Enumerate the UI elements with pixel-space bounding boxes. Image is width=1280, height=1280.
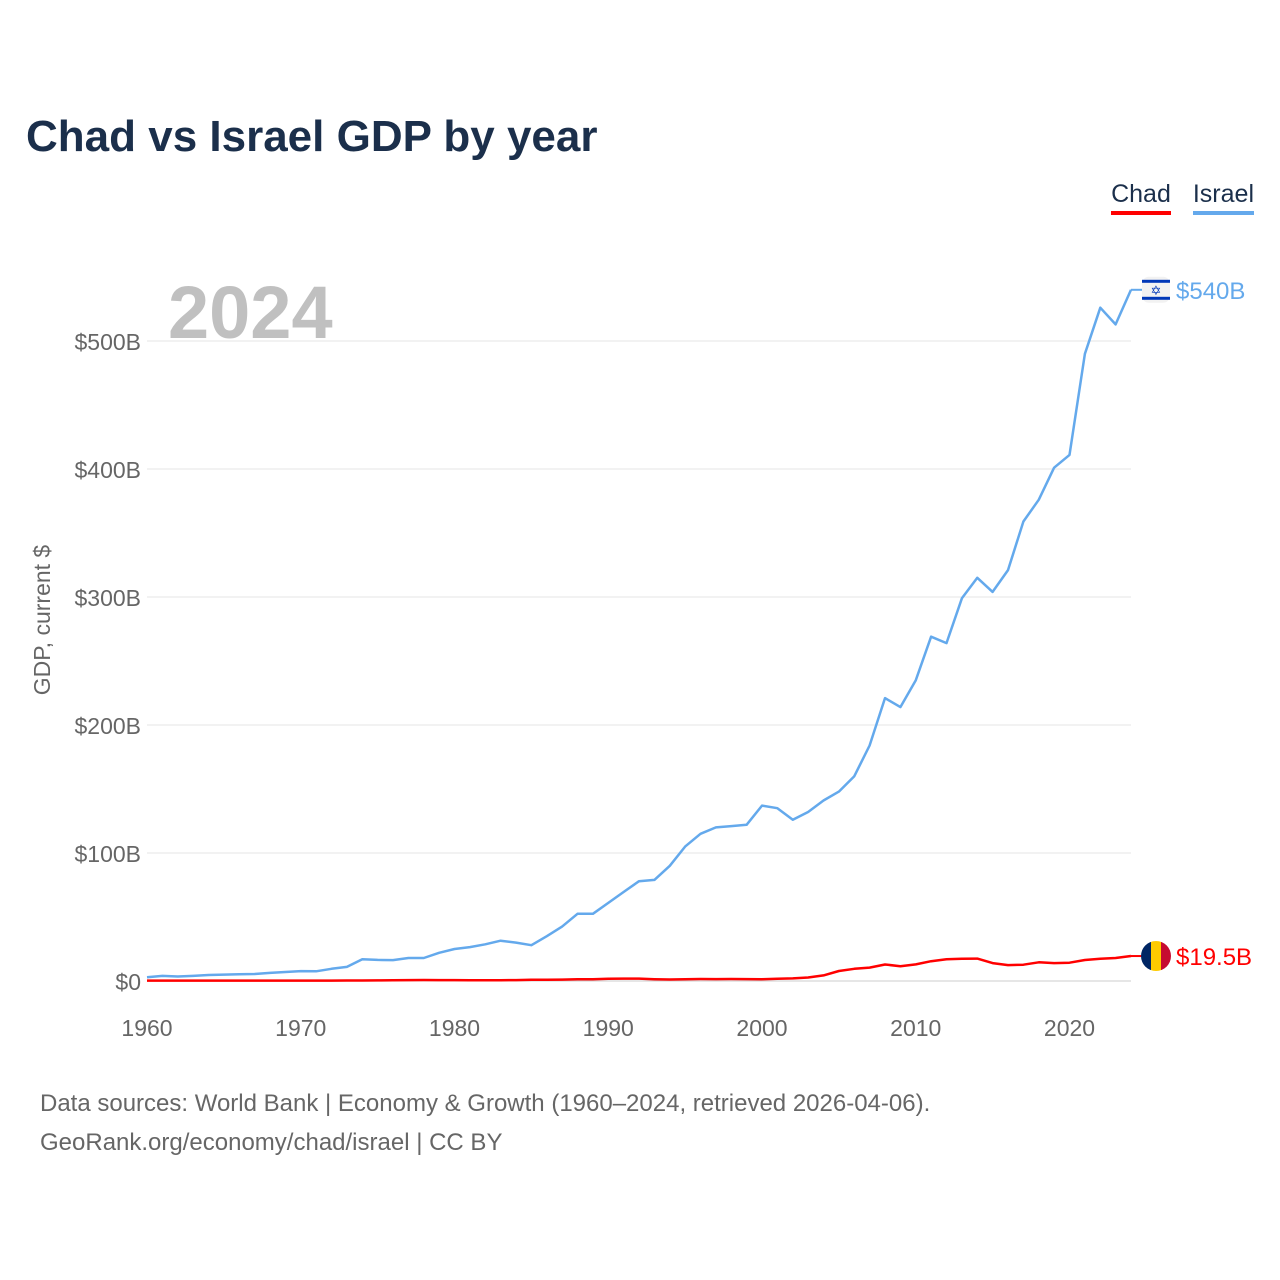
chad-flag-icon [1141,941,1171,972]
x-tick-label: 1980 [429,1015,480,1041]
legend: Chad Israel [1111,180,1254,215]
x-tick-label: 2000 [736,1015,787,1041]
y-axis-label: GDP, current $ [29,545,55,696]
series-line-israel [146,289,1133,979]
x-tick-label: 2020 [1044,1015,1095,1041]
source-note: Data sources: World Bank | Economy & Gro… [40,1084,930,1162]
source-line-1: Data sources: World Bank | Economy & Gro… [40,1090,931,1117]
year-watermark: 2024 [168,271,333,354]
x-tick-label: 1990 [583,1015,634,1041]
israel-flag-icon: ✡ [1142,276,1170,303]
flag-stripe-yellow [1151,941,1161,972]
x-tick-label: 1970 [275,1015,326,1041]
y-tick-label: $400B [74,457,141,483]
x-tick-label: 2010 [890,1015,941,1041]
x-tick-label: 1960 [121,1015,172,1041]
y-tick-label: $0 [115,969,141,995]
flag-stripe [1142,279,1170,283]
flag-stripes [1141,941,1171,972]
end-value-label: $19.5B [1176,944,1252,971]
series-line-chad [147,954,1132,982]
chart-title: Chad vs Israel GDP by year [26,112,598,161]
flag-bg [1142,276,1170,303]
flag-stripe-blue [1141,941,1151,972]
legend-item-israel[interactable]: Israel [1192,180,1254,215]
y-tick-label: $300B [74,585,141,611]
end-value-label: $540B [1176,278,1245,305]
y-tick-label: $500B [74,329,141,355]
source-line-2[interactable]: GeoRank.org/economy/chad/israel | CC BY [40,1129,503,1156]
flag-stripe [1142,296,1170,300]
legend-item-chad[interactable]: Chad [1111,180,1171,215]
flag-stripe-red [1161,941,1171,972]
y-tick-label: $200B [74,713,141,739]
y-tick-label: $100B [74,841,141,867]
star-of-david: ✡ [1151,284,1162,299]
